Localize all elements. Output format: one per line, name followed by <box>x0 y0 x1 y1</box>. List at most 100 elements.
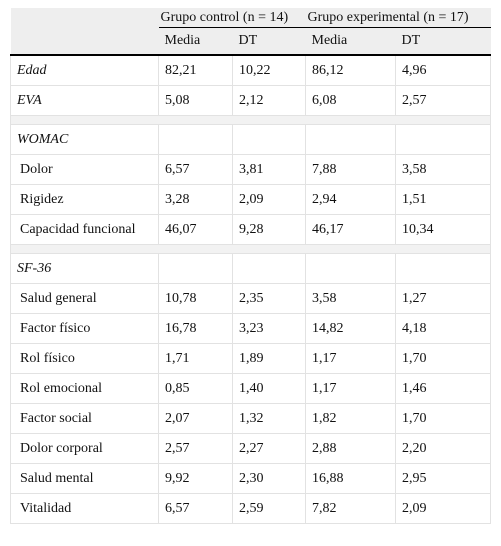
value-cell: 3,58 <box>394 154 492 185</box>
row-label: Dolor <box>10 154 159 185</box>
value-cell: 3,28 <box>158 184 233 215</box>
data-row: Factor físico 16,78 3,23 14,82 4,18 <box>10 313 492 344</box>
data-row: Vitalidad 6,57 2,59 7,82 2,09 <box>10 493 492 524</box>
group-header: Grupo experimental (n = 17) <box>305 8 491 28</box>
value-cell: 2,57 <box>158 433 233 464</box>
data-row: Dolor corporal 2,57 2,27 2,88 2,20 <box>10 433 492 464</box>
value-cell: 2,07 <box>158 403 233 434</box>
value-cell: 2,27 <box>232 433 306 464</box>
value-cell: 1,17 <box>305 343 396 374</box>
row-label: EVA <box>10 85 159 116</box>
value-cell: 2,35 <box>232 283 306 314</box>
spacer-row <box>9 115 492 125</box>
section-row: SF-36 <box>10 253 492 284</box>
subheader: DT <box>232 27 306 56</box>
value-cell: 3,23 <box>232 313 306 344</box>
data-row: Edad 82,21 10,22 86,12 4,96 <box>10 54 492 86</box>
value-cell: 14,82 <box>305 313 396 344</box>
empty-cell <box>394 124 492 155</box>
data-row: Salud general 10,78 2,35 3,58 1,27 <box>10 283 492 314</box>
value-cell: 46,17 <box>305 214 396 245</box>
row-label: Rigidez <box>10 184 159 215</box>
value-cell: 2,20 <box>394 433 492 464</box>
group-header: Grupo control (n = 14) <box>158 8 306 28</box>
value-cell: 10,78 <box>158 283 233 314</box>
value-cell: 6,57 <box>158 493 233 524</box>
data-row: Rol emocional 0,85 1,40 1,17 1,46 <box>10 373 492 404</box>
row-label: Dolor corporal <box>10 433 159 464</box>
value-cell: 2,88 <box>305 433 396 464</box>
row-label: Edad <box>10 54 159 86</box>
table-header: Grupo control (n = 14) Grupo experimenta… <box>10 8 491 56</box>
value-cell: 4,96 <box>394 54 492 86</box>
table-body: Edad 82,21 10,22 86,12 4,96 EVA 5,08 2,12 6,08 2,… <box>9 54 492 524</box>
data-row: Dolor 6,57 3,81 7,88 3,58 <box>10 154 492 185</box>
value-cell: 0,85 <box>158 373 233 404</box>
data-row: Salud mental 9,92 2,30 16,88 2,95 <box>10 463 492 494</box>
value-cell: 5,08 <box>158 85 233 116</box>
value-cell: 4,18 <box>394 313 492 344</box>
data-row: Factor social 2,07 1,32 1,82 1,70 <box>10 403 492 434</box>
row-label: Vitalidad <box>10 493 159 524</box>
value-cell: 1,51 <box>394 184 492 215</box>
value-cell: 2,30 <box>232 463 306 494</box>
value-cell: 1,17 <box>305 373 396 404</box>
value-cell: 10,22 <box>232 54 306 86</box>
empty-cell <box>305 253 396 284</box>
empty-cell <box>394 253 492 284</box>
data-row: Rigidez 3,28 2,09 2,94 1,51 <box>10 184 492 215</box>
empty-cell <box>10 27 159 56</box>
spacer-cell <box>9 115 492 125</box>
value-cell: 9,28 <box>232 214 306 245</box>
value-cell: 1,82 <box>305 403 396 434</box>
value-cell: 10,34 <box>394 214 492 245</box>
group-row: Grupo control (n = 14) Grupo experimenta… <box>10 8 491 28</box>
section-row: WOMAC <box>10 124 492 155</box>
value-cell: 1,40 <box>232 373 306 404</box>
row-label: Factor social <box>10 403 159 434</box>
data-row: Capacidad funcional 46,07 9,28 46,17 10,34 <box>10 214 492 245</box>
value-cell: 7,88 <box>305 154 396 185</box>
section-title: SF-36 <box>10 253 159 284</box>
value-cell: 1,27 <box>394 283 492 314</box>
value-cell: 3,58 <box>305 283 396 314</box>
value-cell: 2,57 <box>394 85 492 116</box>
data-table: Grupo control (n = 14) Grupo experimenta… <box>9 8 492 524</box>
empty-cell <box>11 8 159 28</box>
value-cell: 2,09 <box>232 184 306 215</box>
value-cell: 2,59 <box>232 493 306 524</box>
row-label: Salud general <box>10 283 159 314</box>
value-cell: 82,21 <box>158 54 233 86</box>
value-cell: 1,71 <box>158 343 233 374</box>
empty-cell <box>158 253 233 284</box>
value-cell: 7,82 <box>305 493 396 524</box>
data-row: Rol físico 1,71 1,89 1,17 1,70 <box>10 343 492 374</box>
value-cell: 46,07 <box>158 214 233 245</box>
value-cell: 2,12 <box>232 85 306 116</box>
row-label: Rol físico <box>10 343 159 374</box>
value-cell: 6,08 <box>305 85 396 116</box>
data-row: EVA 5,08 2,12 6,08 2,57 <box>10 85 492 116</box>
value-cell: 2,09 <box>394 493 492 524</box>
value-cell: 1,46 <box>394 373 492 404</box>
value-cell: 1,70 <box>394 343 492 374</box>
value-cell: 2,95 <box>394 463 492 494</box>
value-cell: 86,12 <box>305 54 396 86</box>
empty-cell <box>232 124 306 155</box>
empty-cell <box>305 124 396 155</box>
value-cell: 16,78 <box>158 313 233 344</box>
subheader: DT <box>395 27 491 56</box>
row-label: Capacidad funcional <box>10 214 159 245</box>
subheader: Media <box>158 27 233 56</box>
value-cell: 1,70 <box>394 403 492 434</box>
value-cell: 2,94 <box>305 184 396 215</box>
section-title: WOMAC <box>10 124 159 155</box>
empty-cell <box>158 124 233 155</box>
subheader: Media <box>305 27 396 56</box>
row-label: Salud mental <box>10 463 159 494</box>
spacer-row <box>9 244 492 254</box>
value-cell: 16,88 <box>305 463 396 494</box>
value-cell: 1,32 <box>232 403 306 434</box>
empty-cell <box>232 253 306 284</box>
